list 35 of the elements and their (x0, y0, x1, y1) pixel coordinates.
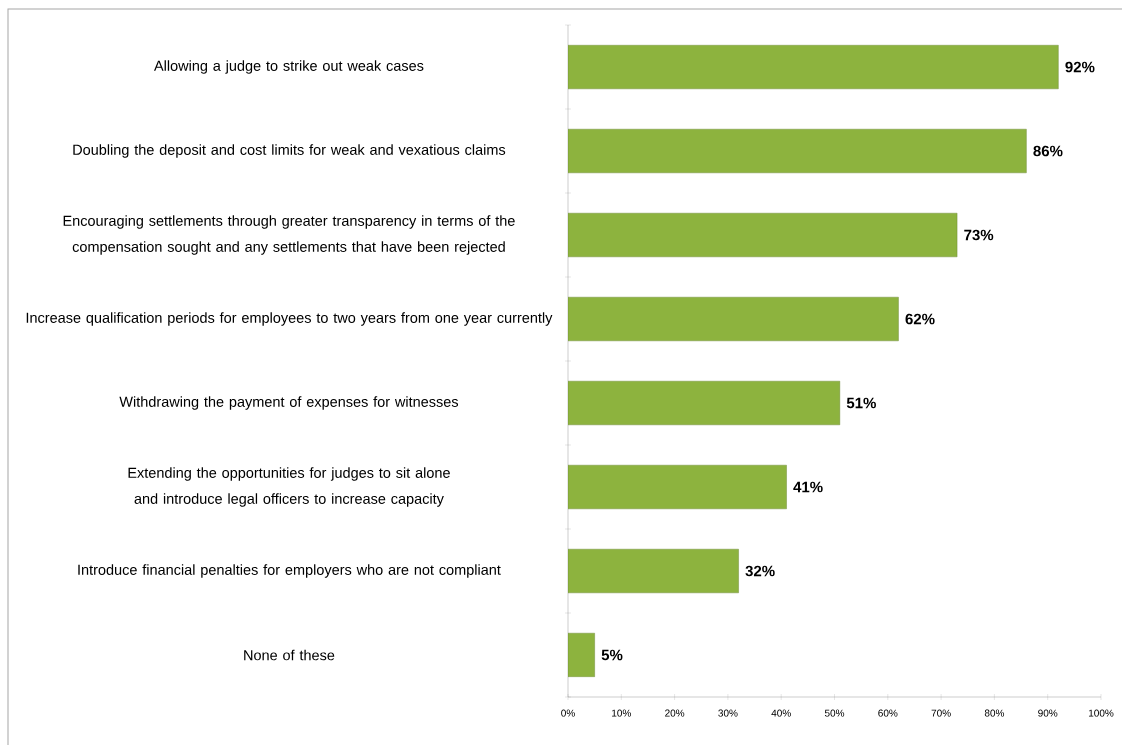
y-tick-label: Introduce financial penalties for employers who are not compliant (78, 564, 501, 578)
x-tick-label: 80% (984, 709, 1005, 717)
x-tick-label: 20% (665, 709, 685, 717)
data-label: 41% (793, 481, 823, 493)
y-tick-label: Withdrawing the payment of expenses for witnesses (119, 396, 459, 410)
bar (568, 632, 595, 678)
y-tick-label: Increase qualification periods for employees to two years from one year currently (26, 312, 553, 326)
y-tick-label: Doubling the deposit and cost limits for weak and vexatious claims (73, 144, 506, 158)
bar (568, 128, 1027, 174)
data-label: 73% (964, 229, 994, 241)
data-label: 86% (1033, 145, 1063, 157)
bar (568, 44, 1059, 90)
y-tick-label: Extending the opportunities for judges to sit alone and introduce legal officers to increase capacity (128, 467, 450, 507)
x-tick-label: 0% (561, 709, 575, 717)
bar (568, 464, 787, 510)
bar (568, 212, 958, 258)
y-tick-label: None of these (244, 649, 335, 661)
data-label: 62% (905, 313, 935, 325)
y-tick-label: Allowing a judge to strike out weak cases (154, 60, 424, 74)
x-tick-label: 50% (824, 709, 845, 717)
x-tick-label: 70% (931, 709, 951, 717)
data-label: 5% (601, 649, 623, 661)
data-label: 32% (745, 565, 775, 577)
data-label: 92% (1065, 61, 1095, 73)
y-tick-label: Encouraging settlements through greater transparency in terms of the compensation sought and any settlements that have been rejected (63, 215, 515, 255)
bar (568, 380, 841, 426)
x-tick-label: 100% (1088, 709, 1114, 717)
x-tick-label: 90% (1038, 709, 1058, 717)
bar (568, 296, 899, 342)
bar (568, 548, 739, 594)
data-label: 51% (846, 397, 876, 409)
x-tick-label: 40% (771, 709, 791, 717)
x-tick-label: 10% (612, 709, 631, 717)
x-tick-label: 30% (718, 709, 738, 717)
x-tick-label: 60% (878, 709, 898, 717)
